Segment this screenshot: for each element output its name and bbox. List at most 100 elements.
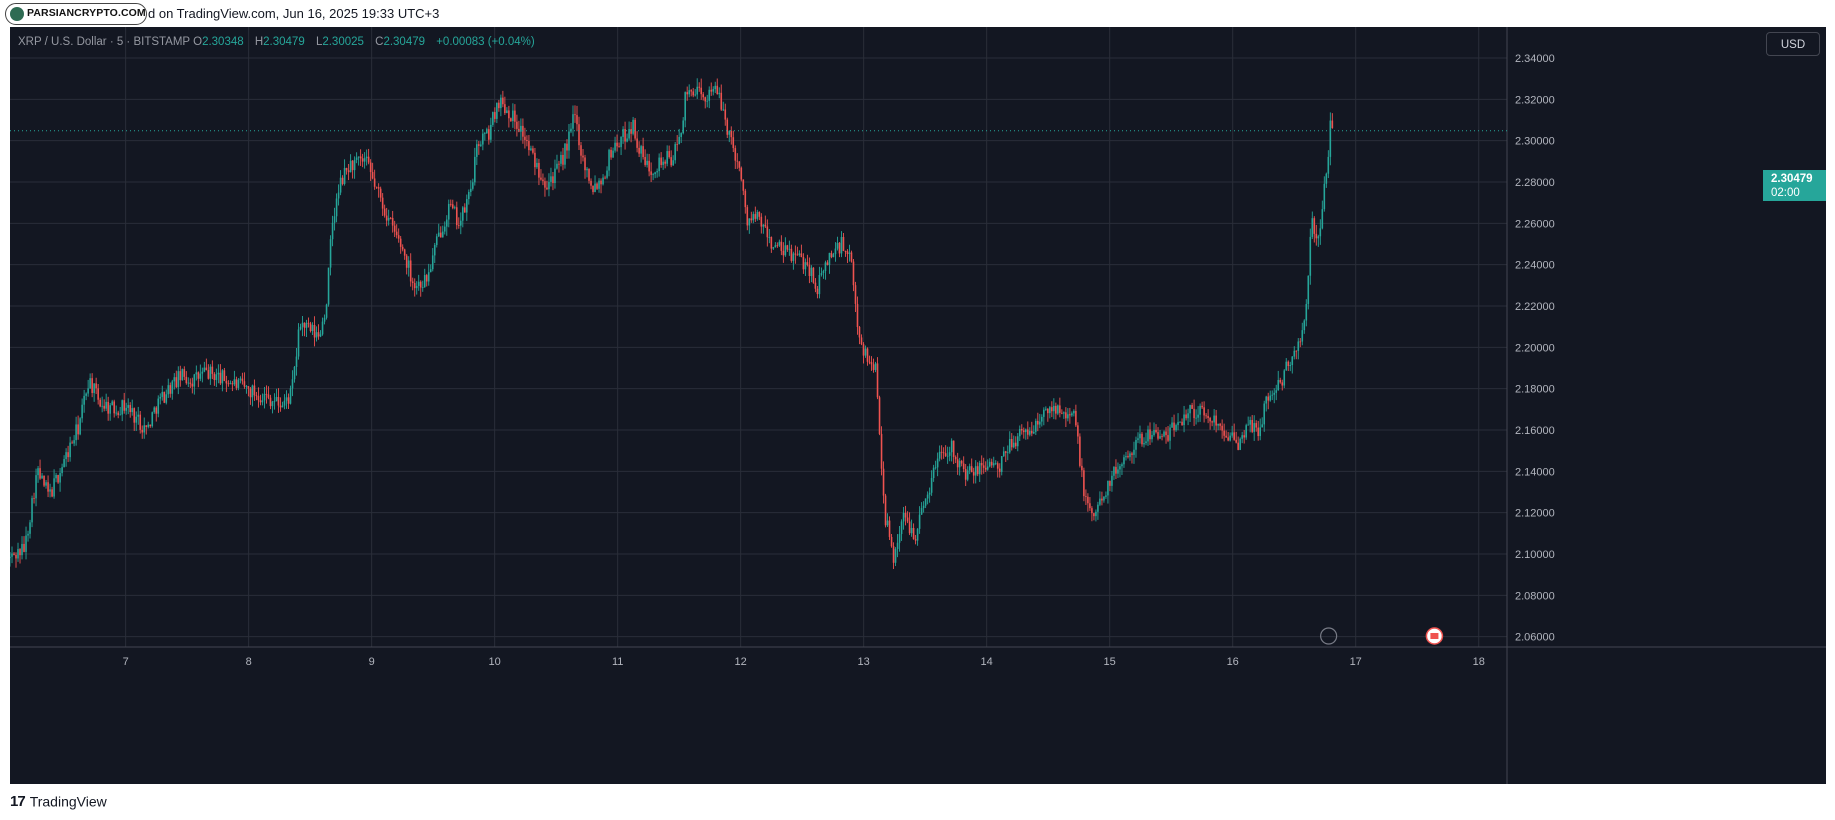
- footer-brand[interactable]: 17 TradingView: [10, 792, 107, 812]
- candle-body: [373, 178, 376, 187]
- candle-body: [359, 156, 362, 159]
- candle-body: [812, 267, 815, 283]
- candle-body: [41, 475, 43, 479]
- candle-body: [634, 119, 636, 139]
- candle-body: [1006, 452, 1009, 454]
- candle-body: [542, 179, 544, 182]
- candle-body: [1016, 436, 1019, 447]
- candle-body: [25, 535, 27, 552]
- candle-body: [19, 549, 21, 556]
- candle-body: [269, 397, 272, 407]
- candle-body: [69, 442, 71, 458]
- chart-panel[interactable]: 2.34000 2.32000 2.30000 2.28000 2.26000 2.240…: [10, 27, 1826, 784]
- candle-body: [722, 109, 725, 111]
- candle-body: [910, 527, 913, 534]
- candle-body: [998, 468, 1001, 472]
- candle-body: [956, 459, 959, 468]
- candle-body: [49, 489, 51, 492]
- candle-body: [558, 163, 560, 165]
- candle-body: [492, 112, 494, 125]
- y-tick-label: 2.20000: [1515, 342, 1555, 354]
- candle-body: [121, 400, 123, 415]
- x-tick-label: 8: [246, 656, 252, 668]
- candle-body: [1329, 120, 1332, 157]
- last-price-value: 2.30479: [1771, 173, 1813, 185]
- candle-body: [1079, 436, 1081, 466]
- candle-body: [502, 97, 504, 105]
- candle-body: [101, 405, 103, 407]
- candle-body: [582, 155, 584, 158]
- candle-body: [251, 385, 254, 398]
- currency-button[interactable]: USD: [1766, 32, 1820, 56]
- candle-body: [99, 399, 101, 407]
- candle-body: [712, 89, 715, 92]
- candle-body: [1057, 405, 1059, 414]
- candle-body: [201, 371, 204, 374]
- candle-body: [536, 162, 538, 168]
- candle-body: [672, 160, 674, 166]
- candle-body: [830, 252, 833, 258]
- candle-body: [241, 378, 244, 382]
- candle-body: [474, 156, 476, 183]
- candle-body: [690, 90, 692, 92]
- candle-body: [291, 379, 294, 389]
- candle-body: [900, 521, 903, 535]
- candle-body: [261, 400, 264, 403]
- candle-body: [87, 388, 89, 394]
- candle-body: [1185, 414, 1187, 419]
- candle-body: [1081, 465, 1083, 471]
- candle-body: [1002, 451, 1005, 457]
- candle-body: [1253, 423, 1255, 432]
- candle-body: [670, 157, 672, 166]
- ohlc-legend: XRP / U.S. Dollar · 5 · BITSTAMP O2.3034…: [18, 36, 543, 48]
- candle-body: [1331, 120, 1334, 128]
- candle-body: [480, 144, 482, 146]
- price-chart[interactable]: 2.34000 2.32000 2.30000 2.28000 2.26000 2.240…: [10, 27, 1826, 784]
- candle-body: [1095, 511, 1097, 517]
- candle-body: [754, 214, 757, 219]
- candle-body: [1129, 453, 1131, 458]
- candle-body: [666, 151, 668, 164]
- candle-body: [890, 536, 893, 547]
- candle-body: [107, 401, 109, 414]
- candle-body: [451, 204, 454, 209]
- candle-body: [1257, 427, 1259, 437]
- candle-body: [500, 97, 502, 109]
- candle-body: [275, 396, 278, 402]
- candle-body: [490, 124, 492, 140]
- candle-body: [506, 110, 508, 114]
- candle-body: [978, 462, 981, 475]
- candle-body: [794, 253, 797, 255]
- candle-body: [902, 512, 905, 522]
- candle-body: [93, 383, 95, 393]
- publisher-logo-icon: [10, 7, 24, 21]
- x-tick-label: 18: [1473, 656, 1485, 668]
- candle-body: [207, 370, 210, 379]
- candle-body: [1022, 430, 1025, 433]
- candle-body: [748, 218, 751, 226]
- candle-body: [1255, 423, 1257, 428]
- candle-body: [610, 149, 612, 158]
- candle-body: [516, 121, 518, 129]
- candle-body: [572, 114, 574, 129]
- candle-body: [524, 136, 526, 140]
- candle-body: [724, 109, 727, 120]
- candle-body: [580, 145, 582, 156]
- candle-body: [263, 393, 266, 401]
- candle-body: [842, 236, 845, 251]
- candle-body: [151, 412, 154, 427]
- candle-body: [654, 172, 656, 175]
- candle-body: [1299, 341, 1302, 343]
- candle-body: [678, 136, 680, 145]
- candle-body: [540, 177, 542, 180]
- candle-body: [163, 391, 166, 403]
- candle-body: [740, 167, 743, 180]
- candle-body: [167, 385, 170, 395]
- candle-body: [1223, 430, 1225, 436]
- candle-body: [824, 262, 827, 272]
- candle-body: [33, 498, 35, 499]
- candle-body: [1327, 156, 1330, 174]
- candle-body: [171, 381, 174, 394]
- candle-body: [317, 332, 320, 337]
- candle-body: [1183, 414, 1185, 426]
